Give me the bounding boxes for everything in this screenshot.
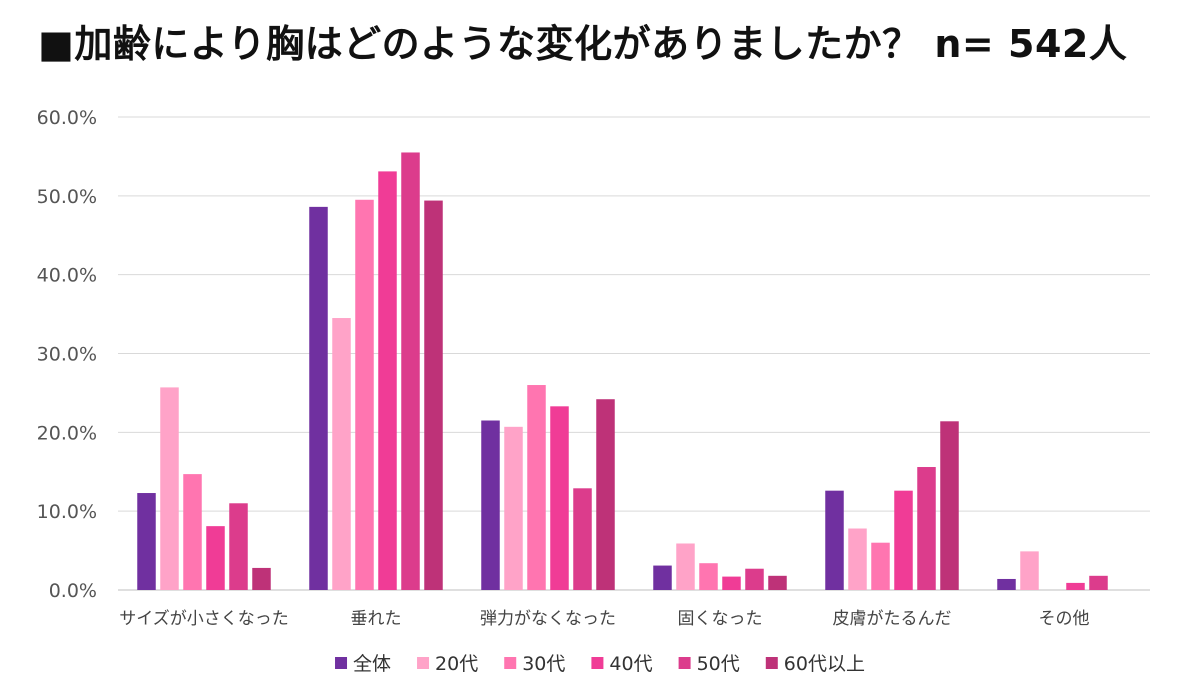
bar (848, 528, 867, 590)
bar (137, 493, 156, 590)
chart-title: ■加齢により胸はどのような変化がありましたか？ n= 542人 (38, 22, 1128, 66)
bars (137, 152, 1108, 590)
bar (676, 543, 695, 590)
bar (722, 576, 741, 590)
legend-swatch (504, 657, 517, 669)
legend-label: 40代 (609, 653, 652, 675)
bar (1066, 582, 1085, 590)
legend-swatch (417, 657, 430, 669)
y-tick-label: 0.0% (49, 580, 97, 602)
bar (940, 421, 959, 590)
legend-label: 30代 (522, 653, 565, 675)
bar (424, 200, 443, 590)
bar (1089, 575, 1108, 590)
bar (825, 490, 844, 590)
bar (332, 318, 351, 590)
legend: 全体 20代 30代 40代 50代 60代以上 (335, 653, 865, 675)
legend-label: 全体 (353, 653, 391, 675)
bar (401, 152, 420, 590)
bar (252, 567, 271, 590)
y-tick-label: 50.0% (37, 186, 97, 208)
bar (527, 385, 546, 590)
category-label: 皮膚がたるんだ (833, 609, 952, 629)
bar (997, 578, 1016, 590)
bar (745, 568, 764, 590)
bar (871, 542, 890, 590)
y-tick-label: 30.0% (37, 344, 97, 366)
category-label: 垂れた (351, 609, 402, 629)
bar (309, 206, 328, 590)
y-tick-label: 60.0% (37, 107, 97, 129)
bar (160, 387, 179, 590)
bar (768, 575, 787, 590)
legend-swatch (335, 657, 348, 669)
bar (917, 467, 936, 590)
bar (206, 526, 225, 590)
x-axis-labels: サイズが小さくなった 垂れた 弾力がなくなった 固くなった 皮膚がたるんだ その他 (119, 609, 1089, 629)
bar (378, 171, 397, 590)
y-tick-label: 10.0% (37, 501, 97, 523)
bar (596, 399, 615, 590)
category-label: 固くなった (678, 609, 763, 629)
legend-swatch (678, 657, 691, 669)
category-label: サイズが小さくなった (119, 609, 289, 629)
y-axis-labels: 0.0% 10.0% 20.0% 30.0% 40.0% 50.0% 60.0% (37, 107, 97, 602)
bar (894, 490, 913, 590)
y-tick-label: 40.0% (37, 265, 97, 287)
gridlines (118, 116, 1150, 591)
y-tick-label: 20.0% (37, 422, 97, 444)
legend-swatch (765, 657, 778, 669)
legend-swatch (591, 657, 604, 669)
legend-label: 50代 (697, 653, 740, 675)
bar (229, 503, 248, 590)
bar (1020, 551, 1039, 590)
bar (183, 474, 202, 590)
bar (573, 488, 592, 590)
bar (504, 426, 523, 590)
legend-label: 60代以上 (784, 653, 865, 675)
legend-label: 20代 (435, 653, 478, 675)
bar (355, 199, 374, 590)
bar (653, 565, 672, 590)
category-label: 弾力がなくなった (480, 609, 616, 629)
bar (481, 420, 500, 590)
bar (699, 563, 718, 590)
bar (550, 406, 569, 590)
category-label: その他 (1039, 609, 1090, 629)
